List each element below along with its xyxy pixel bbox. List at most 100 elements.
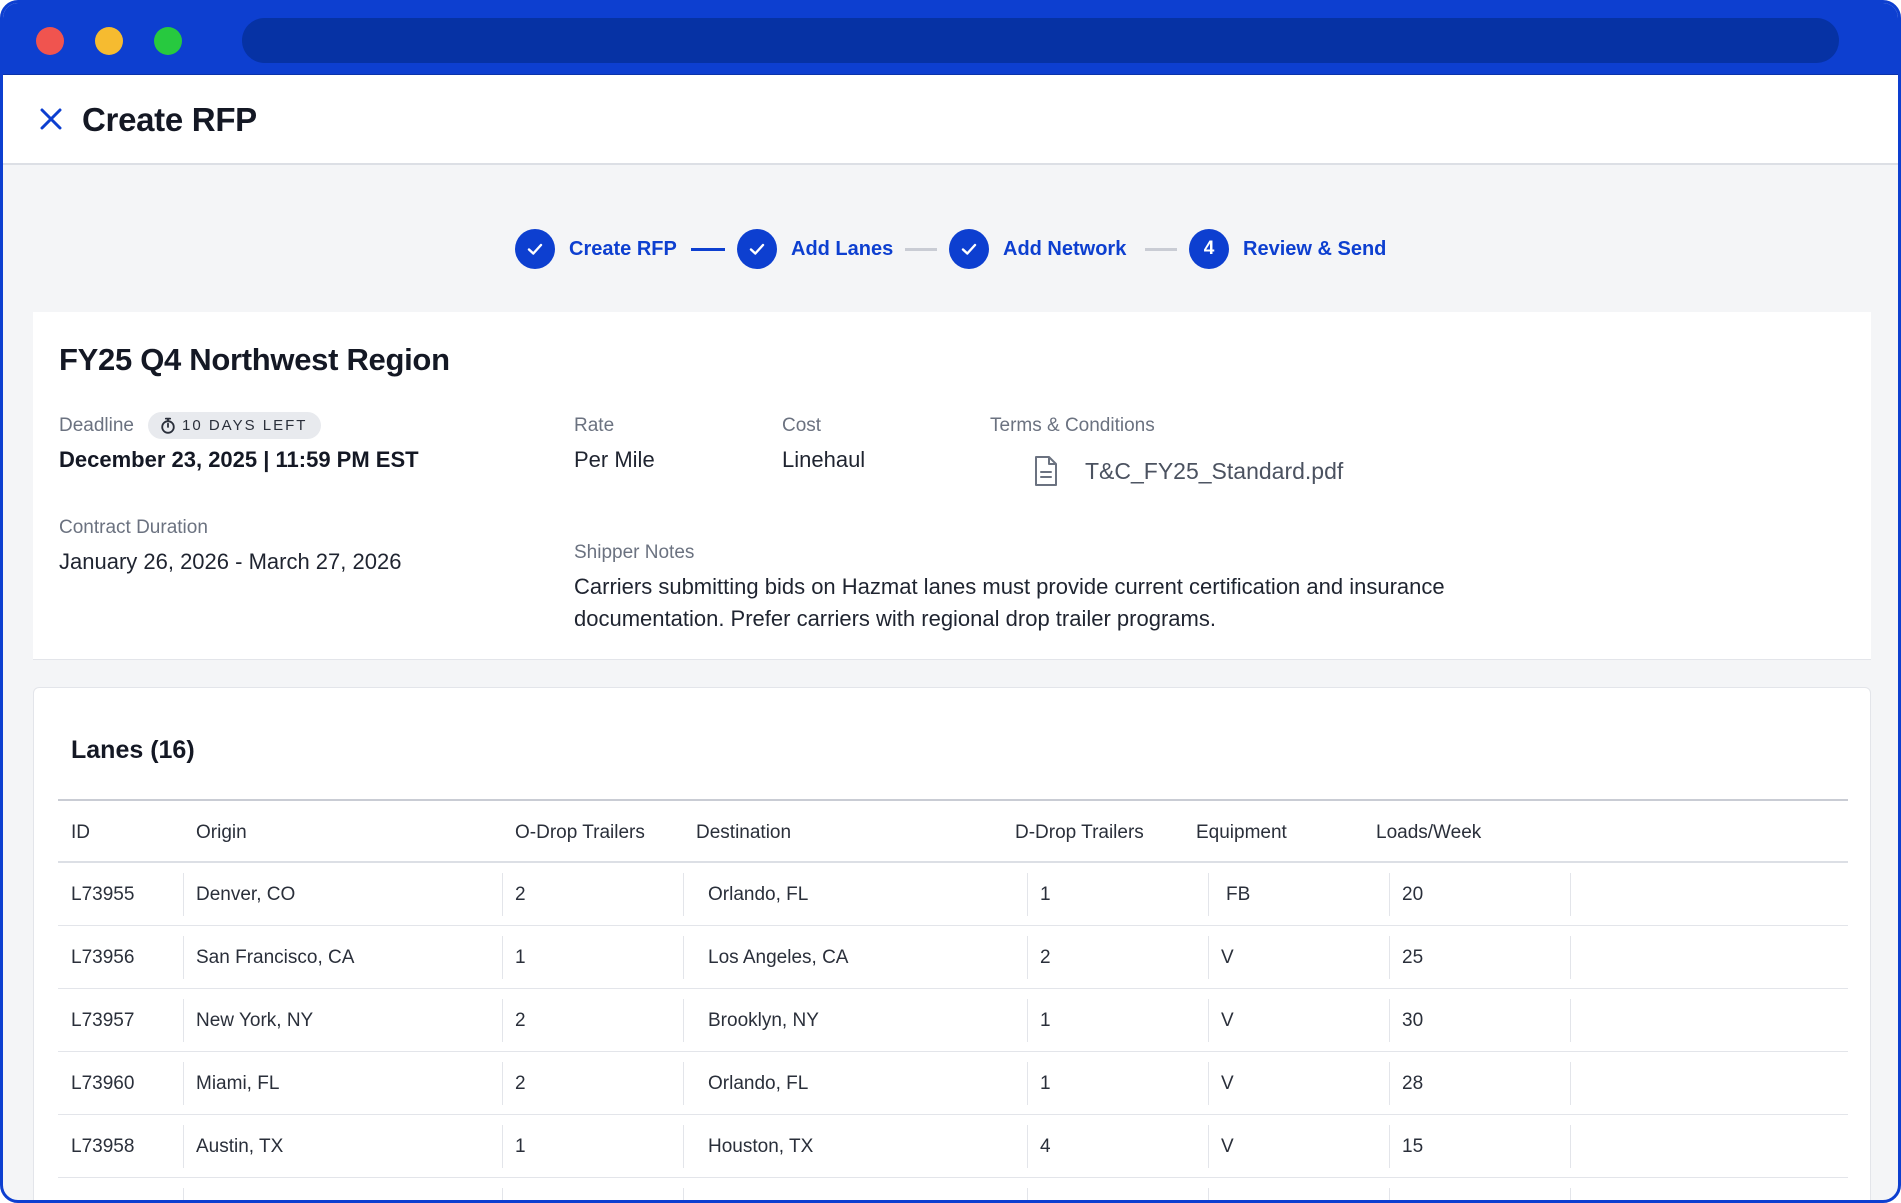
- cell-equipment: V: [1221, 947, 1234, 968]
- column-header-origin[interactable]: Origin: [196, 822, 247, 843]
- table-row[interactable]: L73958 Austin, TX 1 Houston, TX 4 V 15: [58, 1115, 1848, 1178]
- column-divider: [1208, 873, 1209, 916]
- shipper-notes-text: Carriers submitting bids on Hazmat lanes…: [574, 574, 1445, 631]
- cell-origin: San Francisco, CA: [196, 947, 355, 968]
- step-complete-badge: [949, 229, 989, 269]
- cell-loads-week: 28: [1402, 1073, 1424, 1094]
- column-divider: [1208, 936, 1209, 979]
- column-divider: [1389, 1062, 1390, 1105]
- column-divider: [1570, 1188, 1571, 1200]
- cell-id: L73960: [71, 1073, 135, 1094]
- column-divider: [1570, 936, 1571, 979]
- step-complete-badge: [737, 229, 777, 269]
- rate-label: Rate: [574, 415, 615, 436]
- check-icon: [961, 243, 977, 255]
- cell-loads-week: 15: [1402, 1136, 1424, 1157]
- deadline-value: December 23, 2025 | 11:59 PM EST: [59, 447, 419, 472]
- cell-loads-week: 25: [1402, 947, 1424, 968]
- days-left-badge: 10 DAYS LEFT: [148, 412, 322, 439]
- step-label: Add Lanes: [791, 237, 894, 260]
- column-header-o-drop-trailers[interactable]: O-Drop Trailers: [515, 822, 645, 843]
- cell-destination: Los Angeles, CA: [708, 947, 849, 968]
- column-divider: [1027, 1062, 1028, 1105]
- terms-file-link[interactable]: T&C_FY25_Standard.pdf: [1033, 455, 1343, 487]
- minimize-window-button[interactable]: [95, 27, 123, 55]
- column-header-d-drop-trailers[interactable]: D-Drop Trailers: [1015, 822, 1144, 843]
- column-divider: [183, 1125, 184, 1168]
- address-bar[interactable]: [242, 18, 1839, 63]
- step-review-send[interactable]: 4 Review & Send: [1189, 229, 1386, 269]
- column-divider: [502, 1125, 503, 1168]
- cell-equipment: V: [1221, 1010, 1234, 1031]
- table-row-partial[interactable]: [58, 1178, 1848, 1200]
- step-create-rfp[interactable]: Create RFP: [515, 229, 677, 269]
- table-header: ID Origin O-Drop Trailers Destination D-…: [58, 799, 1848, 863]
- step-add-network[interactable]: Add Network: [949, 229, 1126, 269]
- lanes-title: Lanes (16): [71, 736, 195, 764]
- column-header-id[interactable]: ID: [71, 822, 90, 843]
- column-header-loads-week[interactable]: Loads/Week: [1376, 822, 1482, 843]
- terms-file-name: T&C_FY25_Standard.pdf: [1085, 457, 1344, 484]
- table-row[interactable]: L73956 San Francisco, CA 1 Los Angeles, …: [58, 926, 1848, 989]
- table-row[interactable]: L73957 New York, NY 2 Brooklyn, NY 1 V 3…: [58, 989, 1848, 1052]
- column-divider: [183, 1188, 184, 1200]
- column-divider: [1208, 999, 1209, 1042]
- cell-o-drop-trailers: 2: [515, 884, 526, 905]
- table-row[interactable]: L73955 Denver, CO 2 Orlando, FL 1 FB 20: [58, 863, 1848, 926]
- column-divider: [502, 1062, 503, 1105]
- cell-destination: Brooklyn, NY: [708, 1010, 819, 1031]
- close-icon: [40, 108, 62, 130]
- cell-loads-week: 30: [1402, 1010, 1424, 1031]
- cell-d-drop-trailers: 1: [1040, 1010, 1051, 1031]
- column-divider: [1389, 936, 1390, 979]
- cell-destination: Orlando, FL: [708, 884, 809, 905]
- cell-o-drop-trailers: 1: [515, 947, 526, 968]
- column-header-equipment[interactable]: Equipment: [1196, 822, 1287, 843]
- column-divider: [1208, 1125, 1209, 1168]
- column-divider: [502, 936, 503, 979]
- column-divider: [1208, 1062, 1209, 1105]
- days-left-text: 10 DAYS LEFT: [182, 417, 308, 434]
- cell-o-drop-trailers: 2: [515, 1010, 526, 1031]
- step-connector: [1145, 248, 1177, 251]
- progress-stepper: Create RFP Add Lanes Add Network 4 Revie…: [3, 229, 1898, 269]
- column-divider: [683, 1062, 684, 1105]
- rfp-title: FY25 Q4 Northwest Region: [59, 342, 450, 377]
- step-complete-badge: [515, 229, 555, 269]
- rfp-summary-card: FY25 Q4 Northwest Region Deadline 10 DAY…: [33, 312, 1871, 660]
- close-window-button[interactable]: [36, 27, 64, 55]
- step-label: Add Network: [1003, 237, 1127, 260]
- step-connector: [905, 248, 937, 251]
- window-titlebar: [3, 3, 1898, 75]
- cell-origin: Miami, FL: [196, 1073, 280, 1094]
- column-divider: [1389, 999, 1390, 1042]
- cell-id: L73958: [71, 1136, 135, 1157]
- terms-label: Terms & Conditions: [990, 415, 1155, 436]
- step-label: Create RFP: [569, 237, 677, 260]
- close-button[interactable]: [33, 101, 69, 137]
- cell-o-drop-trailers: 1: [515, 1136, 526, 1157]
- cell-d-drop-trailers: 1: [1040, 1073, 1051, 1094]
- page-title: Create RFP: [82, 101, 257, 138]
- column-divider: [502, 1188, 503, 1200]
- cell-d-drop-trailers: 2: [1040, 947, 1051, 968]
- column-divider: [183, 999, 184, 1042]
- contract-duration-label: Contract Duration: [59, 517, 208, 538]
- column-divider: [1208, 1188, 1209, 1200]
- column-divider: [502, 999, 503, 1042]
- column-divider: [183, 936, 184, 979]
- table-row[interactable]: L73960 Miami, FL 2 Orlando, FL 1 V 28: [58, 1052, 1848, 1115]
- column-divider: [1027, 1125, 1028, 1168]
- column-divider: [1570, 1062, 1571, 1105]
- step-add-lanes[interactable]: Add Lanes: [737, 229, 893, 269]
- column-divider: [683, 936, 684, 979]
- cost-label: Cost: [782, 415, 822, 436]
- cell-origin: New York, NY: [196, 1010, 314, 1031]
- cell-equipment: V: [1221, 1073, 1234, 1094]
- column-header-destination[interactable]: Destination: [696, 822, 792, 843]
- column-divider: [683, 999, 684, 1042]
- step-label: Review & Send: [1243, 237, 1387, 260]
- cell-destination: Orlando, FL: [708, 1073, 809, 1094]
- maximize-window-button[interactable]: [154, 27, 182, 55]
